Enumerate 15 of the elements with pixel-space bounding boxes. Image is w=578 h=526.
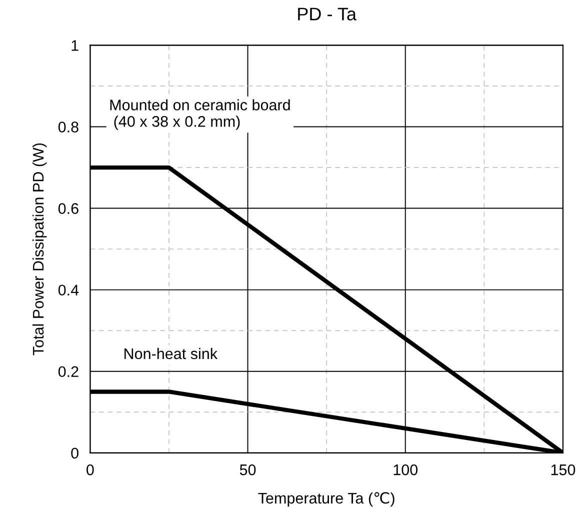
- x-axis-title: Temperature Ta (℃): [258, 492, 394, 507]
- y-axis-title: Total Power Dissipation PD (W): [32, 143, 47, 356]
- y-tick-label: 0.6: [58, 203, 78, 214]
- y-tick-label: 0.4: [58, 284, 79, 296]
- y-tick-label: 0.2: [58, 366, 78, 378]
- y-tick-label: 0: [71, 448, 78, 459]
- y-tick-label: 0.8: [58, 122, 78, 132]
- x-tick-label: 50: [240, 464, 256, 476]
- x-tick-label: 0: [86, 464, 94, 476]
- annotation: Mounted on ceramic board (40 x 38 x 0.2 mm): [110, 99, 290, 130]
- x-tick-label: 100: [394, 464, 418, 476]
- x-tick-label: 150: [551, 464, 576, 476]
- chart-title: PD - Ta: [298, 8, 357, 20]
- y-tick-label: 1: [72, 40, 78, 51]
- annotation: Non-heat sink: [124, 348, 218, 360]
